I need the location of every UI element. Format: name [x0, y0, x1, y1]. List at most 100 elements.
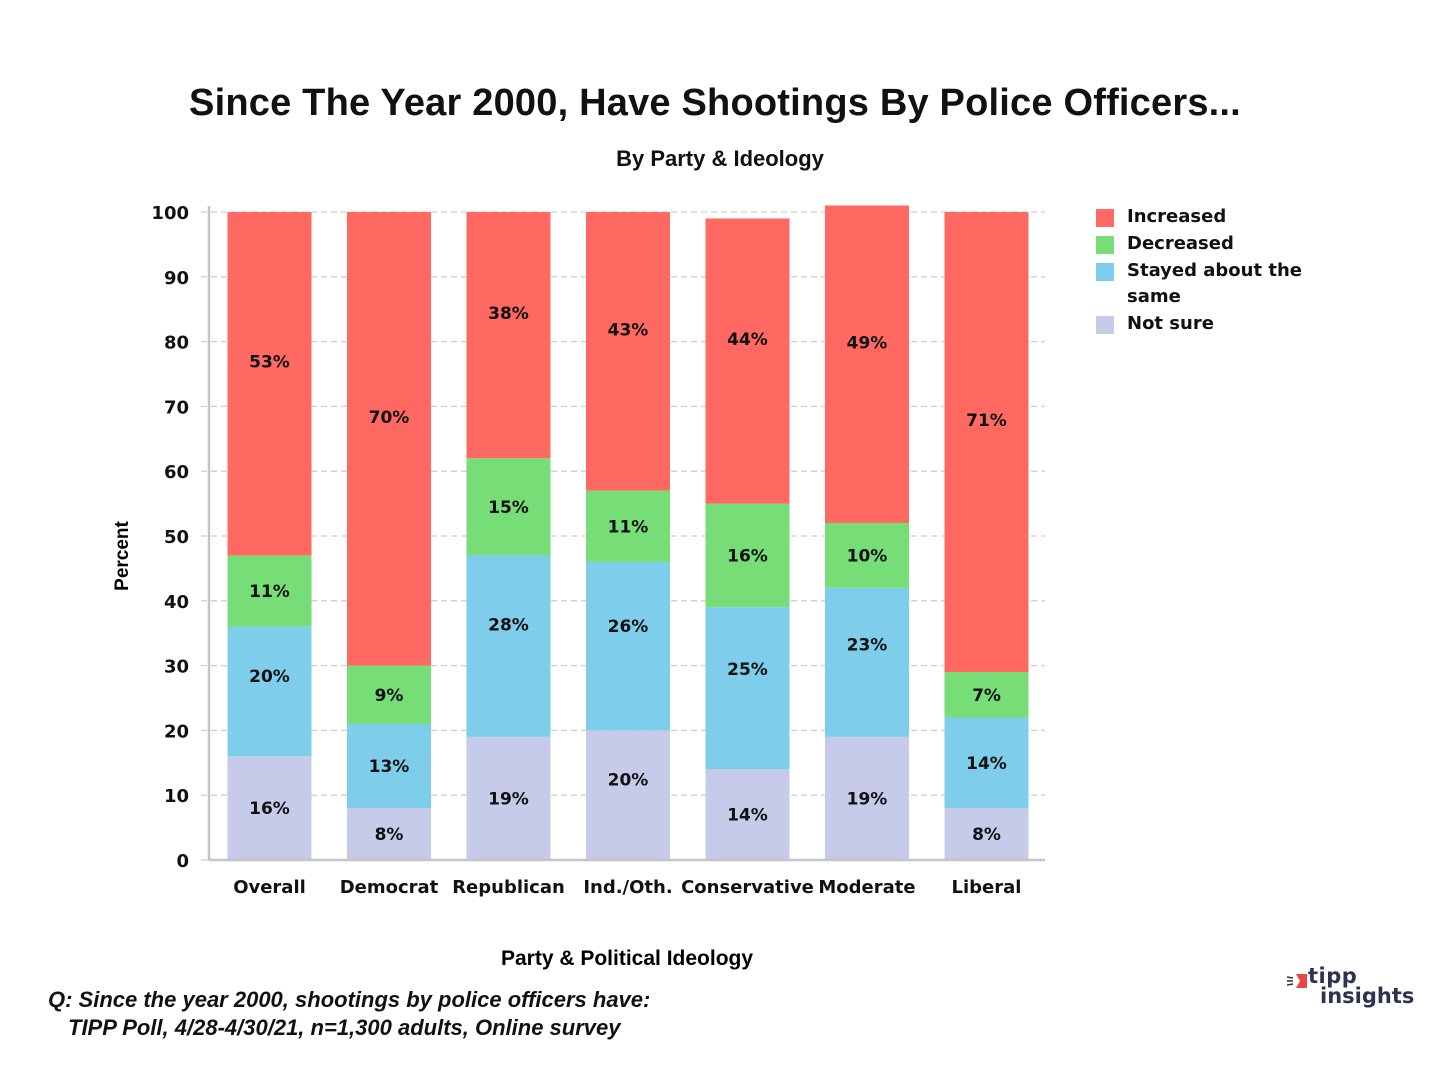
data-label: 23%: [847, 635, 888, 655]
bar-segment-decreased: [825, 523, 909, 588]
footnote: Q: Since the year 2000, shootings by pol…: [48, 986, 650, 1042]
y-tick-label: 30: [164, 657, 189, 678]
bar-segment-decreased: [227, 555, 312, 627]
data-label: 26%: [608, 617, 649, 637]
data-label: 11%: [249, 582, 290, 602]
bar-segment-increased: [705, 218, 790, 504]
data-label: 43%: [608, 320, 649, 340]
bar-segment-stayed-about-the-same: [705, 607, 790, 770]
bar-segment-stayed-about-the-same: [227, 626, 312, 757]
data-label: 20%: [608, 771, 649, 791]
y-tick-label: 10: [164, 786, 189, 807]
data-label: 11%: [608, 517, 649, 537]
data-label: 28%: [488, 615, 529, 635]
bar-segment-increased: [466, 212, 551, 459]
bar-segment-stayed-about-the-same: [944, 717, 1029, 809]
bar-segment-stayed-about-the-same: [586, 561, 670, 731]
x-tick-label: Conservative: [681, 877, 814, 898]
bar-segment-not-sure: [227, 756, 312, 860]
data-label: 19%: [488, 789, 529, 809]
x-tick-label: Moderate: [818, 877, 915, 898]
legend-label: Increased: [1127, 206, 1227, 227]
legend-swatch: [1096, 316, 1114, 334]
legend-swatch: [1096, 209, 1114, 227]
data-label: 38%: [488, 304, 529, 324]
bar-segment-not-sure: [944, 808, 1029, 860]
bar-segment-stayed-about-the-same: [347, 723, 431, 809]
legend-item: Increased: [1096, 206, 1307, 230]
data-label: 15%: [488, 498, 529, 518]
y-tick-label: 70: [164, 397, 189, 418]
bar-segment-increased: [944, 212, 1029, 673]
legend-item: Decreased: [1096, 233, 1307, 257]
data-label: 70%: [369, 408, 410, 428]
bar-segment-decreased: [944, 672, 1029, 718]
legend-item: Stayed about the same: [1096, 260, 1307, 310]
bar-segment-increased: [825, 205, 909, 524]
y-tick-label: 20: [164, 721, 189, 742]
data-label: 16%: [249, 799, 290, 819]
y-axis-label: Percent: [112, 520, 133, 590]
value-labels: 16% 20% 11% 53% 8% 13% 9% 70% 19% 28% 15% 38% 20% 26%…: [249, 304, 1007, 845]
legend-item: Not sure: [1096, 313, 1307, 337]
data-label: 25%: [727, 660, 768, 680]
bar-segment-not-sure: [466, 736, 551, 860]
bar-segment-increased: [347, 212, 431, 666]
legend-swatch: [1096, 263, 1114, 281]
bar-segment-decreased: [705, 503, 790, 608]
data-label: 14%: [727, 806, 768, 826]
data-label: 16%: [727, 546, 768, 566]
bar-segment-not-sure: [586, 730, 670, 860]
chart-subtitle: By Party & Ideology: [616, 146, 824, 171]
legend-swatch: [1096, 236, 1114, 254]
chart-title: Since The Year 2000, Have Shootings By P…: [189, 82, 1241, 124]
data-label: 8%: [375, 825, 404, 845]
tipp-insights-logo: tipp insights: [1286, 964, 1416, 1014]
data-label: 49%: [847, 333, 888, 353]
footnote-question: Q: Since the year 2000, shootings by pol…: [48, 987, 651, 1012]
bars: [227, 205, 1029, 860]
bar-segment-not-sure: [705, 769, 790, 860]
bar-segment-not-sure: [347, 808, 431, 860]
footnote-source: TIPP Poll, 4/28-4/30/21, n=1,300 adults,…: [68, 1015, 621, 1040]
x-tick-label: Liberal: [952, 877, 1022, 898]
x-tick-label: Ind./Oth.: [583, 877, 672, 898]
bar-segment-stayed-about-the-same: [825, 587, 909, 737]
data-label: 8%: [972, 825, 1001, 845]
data-label: 14%: [966, 754, 1007, 774]
data-label: 9%: [375, 686, 404, 706]
x-axis-label: Party & Political Ideology: [501, 947, 753, 970]
x-tick-label: Democrat: [340, 877, 439, 898]
data-label: 20%: [249, 667, 290, 687]
y-tick-label: 50: [164, 527, 189, 548]
axes: 0 10 20 30 40 50 60 70 80 90 100 Overall Democrat Rep…: [151, 203, 1045, 898]
y-tick-label: 90: [164, 268, 189, 289]
bar-segment-increased: [227, 212, 312, 556]
data-label: 10%: [847, 546, 888, 566]
x-tick-label: Republican: [452, 877, 565, 898]
logo-text-tipp: tipp: [1308, 964, 1358, 988]
logo-flag-icon: [1286, 974, 1307, 988]
bar-segment-stayed-about-the-same: [466, 555, 551, 737]
data-label: 44%: [727, 330, 768, 350]
bar-segment-not-sure: [825, 736, 909, 860]
y-tick-label: 60: [164, 462, 189, 483]
legend: Increased Decreased Stayed about the same N…: [1096, 206, 1307, 341]
bar-segment-increased: [586, 212, 670, 491]
y-tick-label: 40: [164, 592, 189, 613]
data-label: 71%: [966, 411, 1007, 431]
legend-label: Stayed about the same: [1127, 260, 1302, 307]
y-tick-label: 0: [176, 851, 189, 872]
y-tick-label: 100: [151, 203, 189, 224]
data-label: 13%: [369, 757, 410, 777]
data-label: 53%: [249, 353, 290, 373]
bar-segment-decreased: [466, 458, 551, 556]
logo-text-insights: insights: [1320, 984, 1415, 1008]
legend-label: Decreased: [1127, 233, 1234, 254]
data-label: 19%: [847, 789, 888, 809]
legend-label: Not sure: [1127, 313, 1214, 334]
x-tick-label: Overall: [233, 877, 306, 898]
bar-segment-decreased: [586, 490, 670, 562]
y-tick-label: 80: [164, 333, 189, 354]
